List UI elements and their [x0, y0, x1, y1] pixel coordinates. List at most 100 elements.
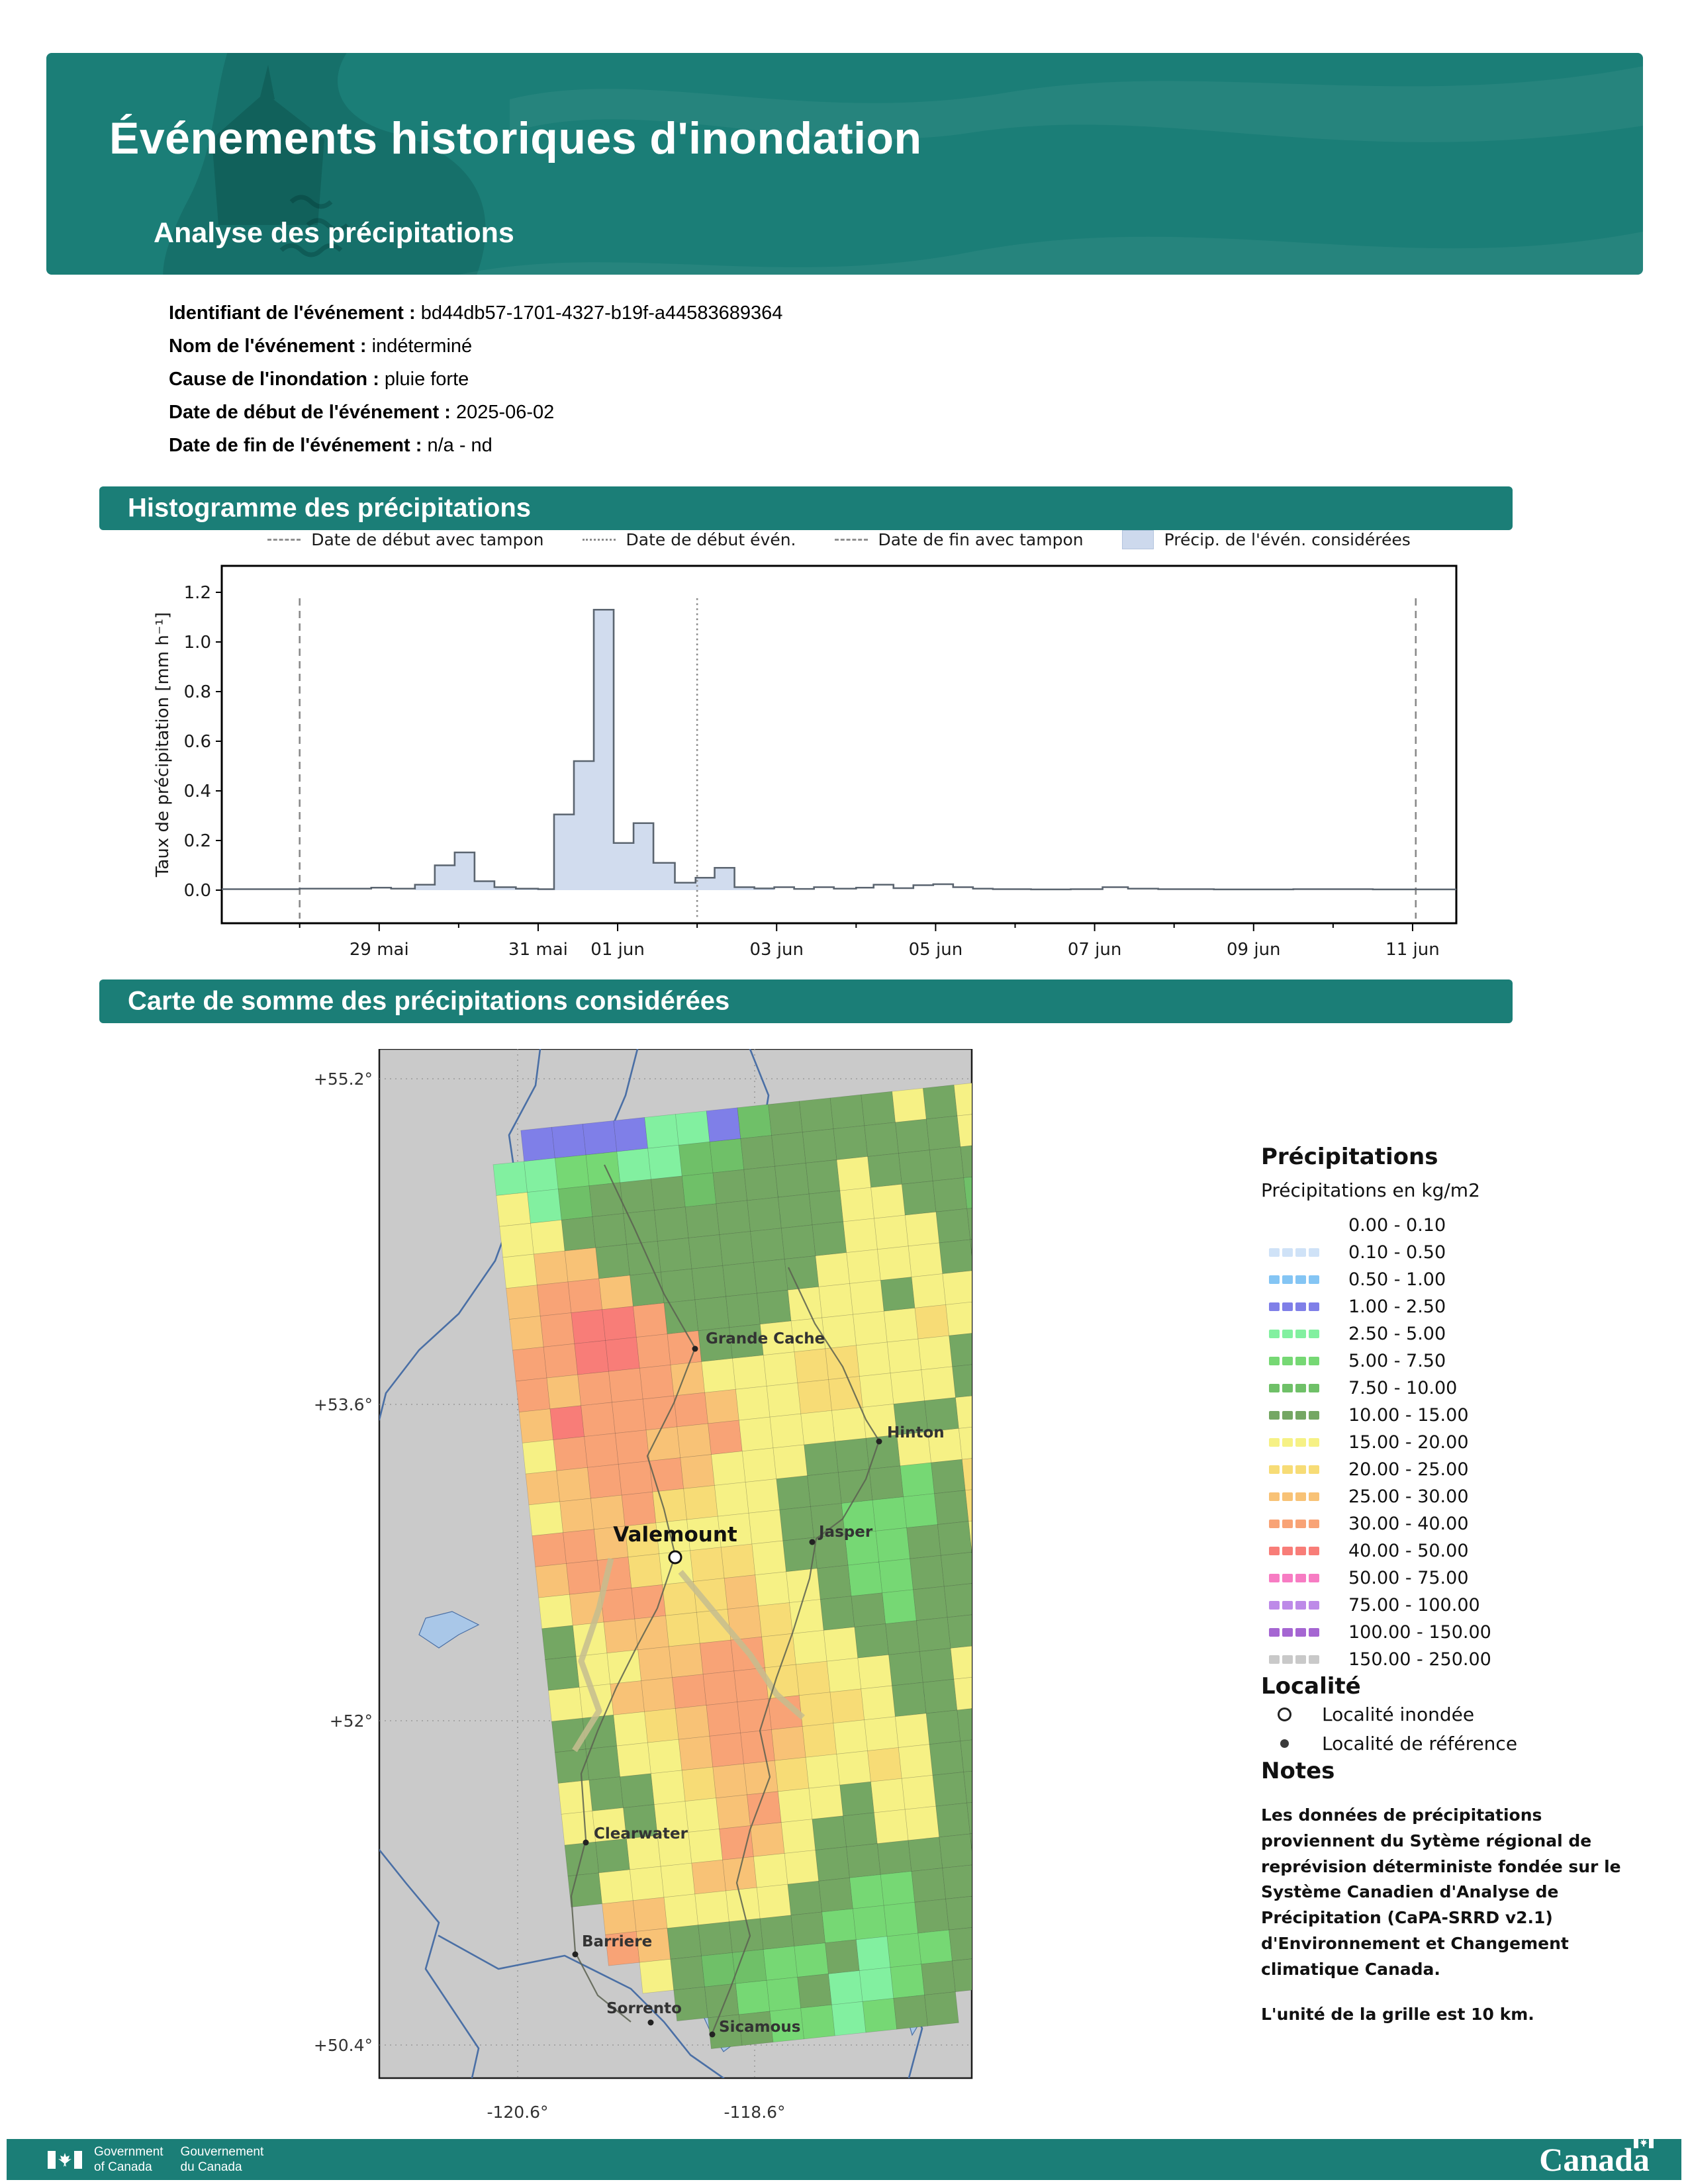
map-legend-row: 1.00 - 2.50: [1261, 1293, 1671, 1320]
svg-text:29 mai: 29 mai: [350, 940, 409, 960]
section-title-map: Carte de somme des précipitations consid…: [128, 986, 730, 1016]
map-legend-title: Précipitations: [1261, 1144, 1438, 1170]
legend-swatch-icon: [1269, 1465, 1330, 1474]
svg-text:Grande Cache: Grande Cache: [706, 1330, 825, 1347]
map-legend-row: 75.00 - 100.00: [1261, 1592, 1671, 1619]
svg-text:05 jun: 05 jun: [909, 940, 963, 960]
map-legend-row: 0.00 - 0.10: [1261, 1212, 1671, 1239]
metadata-value: pluie forte: [384, 369, 469, 390]
section-header-map: Carte de somme des précipitations consid…: [99, 979, 1513, 1023]
map-legend-subtitle: Précipitations en kg/m2: [1261, 1179, 1480, 1201]
precipitation-histogram: 0.0 0.2 0.4 0.6 0.8 1.0 1.2 29 mai 31 mai 01 jun 0…: [153, 565, 1458, 960]
open-circle-marker-icon: [1277, 1707, 1291, 1721]
map-legend-list: 0.00 - 0.10 0.10 - 0.50 0.50 - 1.00 1.00 - …: [1261, 1212, 1671, 1673]
locality-label: Localité inondée: [1322, 1703, 1475, 1725]
legend-range-label: 100.00 - 150.00: [1348, 1622, 1491, 1643]
legend-range-label: 50.00 - 75.00: [1348, 1568, 1469, 1588]
map-legend-row: 10.00 - 15.00: [1261, 1402, 1671, 1429]
svg-text:+55.2°: +55.2°: [314, 1069, 373, 1089]
reference-locality-marker: [572, 1951, 579, 1958]
svg-text:0.6: 0.6: [184, 732, 211, 752]
map-legend-row: 50.00 - 75.00: [1261, 1565, 1671, 1592]
legend-label: Précip. de l'évén. considérées: [1164, 529, 1411, 549]
legend-label: Date de début avec tampon: [311, 529, 544, 549]
svg-text:Jasper: Jasper: [818, 1524, 873, 1541]
histogram-legend: Date de début avec tampon Date de début é…: [222, 525, 1456, 554]
canada-wordmark: Canada: [1539, 2138, 1654, 2179]
metadata-value: indéterminé: [371, 336, 473, 357]
svg-text:07 jun: 07 jun: [1068, 940, 1122, 960]
svg-text:Taux de précipitation [mm h⁻¹]: Taux de précipitation [mm h⁻¹]: [153, 612, 173, 878]
legend-range-label: 75.00 - 100.00: [1348, 1595, 1480, 1615]
svg-text:0.4: 0.4: [184, 782, 211, 801]
legend-swatch-icon: [1269, 1357, 1330, 1365]
legend-range-label: 5.00 - 7.50: [1348, 1351, 1446, 1371]
reference-locality-marker: [709, 2031, 716, 2038]
dot-marker-icon: [1280, 1739, 1289, 1748]
legend-swatch-icon: [1269, 1411, 1330, 1420]
metadata-value: n/a - nd: [427, 435, 492, 456]
notes-title: Notes: [1261, 1758, 1335, 1784]
map-legend-panel: Précipitations Précipitations en kg/m2 0…: [1261, 1144, 1671, 2024]
svg-text:-118.6°: -118.6°: [724, 2103, 785, 2122]
reference-locality-marker: [809, 1539, 816, 1545]
legend-swatch-icon: [1269, 1574, 1330, 1582]
event-metadata: Identifiant de l'événement : bd44db57-17…: [169, 296, 782, 462]
legend-item: Date de début avec tampon: [267, 529, 544, 549]
metadata-row: Date de fin de l'événement : n/a - nd: [169, 429, 782, 462]
legend-swatch-icon: [1269, 1302, 1330, 1311]
section-title-histogram: Histogramme des précipitations: [128, 493, 532, 523]
map-legend-row: 7.50 - 10.00: [1261, 1375, 1671, 1402]
locality-legend-row: Localité inondée: [1261, 1700, 1671, 1729]
legend-swatch-icon: [1269, 1492, 1330, 1501]
section-header-histogram: Histogramme des précipitations: [99, 486, 1513, 530]
header-watermark: [163, 53, 1643, 275]
svg-text:Hinton: Hinton: [887, 1424, 945, 1441]
legend-item: Date de début évén.: [582, 530, 796, 549]
flooded-locality-marker: [668, 1550, 682, 1565]
page-title: Événements historiques d'inondation: [109, 113, 922, 163]
locality-legend-row: Localité de référence: [1261, 1729, 1671, 1758]
legend-swatch-icon: [1269, 1628, 1330, 1637]
legend-swatch-icon: [1269, 1248, 1330, 1257]
legend-dashed-line-icon: [267, 538, 301, 541]
svg-text:Valemount: Valemount: [613, 1523, 737, 1547]
legend-swatch-icon: [1269, 1520, 1330, 1528]
map-legend-row: 2.50 - 5.00: [1261, 1320, 1671, 1347]
legend-swatch-icon: [1269, 1221, 1330, 1230]
map-legend-row: 0.10 - 0.50: [1261, 1239, 1671, 1266]
svg-text:1.2: 1.2: [184, 583, 211, 603]
locality-legend-title: Localité: [1261, 1673, 1361, 1700]
map-legend-row: 0.50 - 1.00: [1261, 1266, 1671, 1293]
legend-range-label: 25.00 - 30.00: [1348, 1486, 1469, 1507]
map-legend-row: 150.00 - 250.00: [1261, 1646, 1671, 1673]
metadata-label: Nom de l'événement :: [169, 336, 372, 357]
svg-text:03 jun: 03 jun: [749, 940, 804, 960]
svg-text:-120.6°: -120.6°: [487, 2103, 548, 2122]
svg-text:+50.4°: +50.4°: [314, 2036, 373, 2055]
legend-range-label: 30.00 - 40.00: [1348, 1514, 1469, 1534]
svg-text:0.2: 0.2: [184, 831, 211, 851]
legend-dashed-line-icon: [834, 538, 868, 541]
metadata-row: Date de début de l'événement : 2025-06-0…: [169, 396, 782, 429]
legend-swatch-icon: [1269, 1384, 1330, 1392]
metadata-label: Identifiant de l'événement :: [169, 302, 421, 324]
svg-text:11 jun: 11 jun: [1385, 940, 1440, 960]
locality-legend-list: Localité inondée Localité de référence: [1261, 1700, 1671, 1758]
reference-locality-marker: [647, 2019, 654, 2026]
locality-label: Localité de référence: [1322, 1732, 1518, 1754]
legend-swatch-icon: [1269, 1547, 1330, 1555]
legend-range-label: 1.00 - 2.50: [1348, 1297, 1446, 1317]
svg-text:+53.6°: +53.6°: [314, 1395, 373, 1414]
page-subtitle: Analyse des précipitations: [154, 217, 514, 249]
metadata-row: Identifiant de l'événement : bd44db57-17…: [169, 296, 782, 330]
footer-text-fr: Gouvernement du Canada: [180, 2145, 264, 2174]
grid-unit-note: L'unité de la grille est 10 km.: [1261, 2005, 1534, 2025]
map-legend-row: 25.00 - 30.00: [1261, 1483, 1671, 1510]
legend-range-label: 2.50 - 5.00: [1348, 1324, 1446, 1344]
svg-text:Sorrento: Sorrento: [606, 2000, 682, 2017]
precipitation-sum-map: Grande Cache Hinton Valemount Jasper Clearwa…: [314, 1049, 973, 2122]
svg-text:Barriere: Barriere: [582, 1933, 652, 1950]
metadata-label: Date de fin de l'événement :: [169, 435, 428, 456]
legend-swatch-icon: [1269, 1438, 1330, 1447]
